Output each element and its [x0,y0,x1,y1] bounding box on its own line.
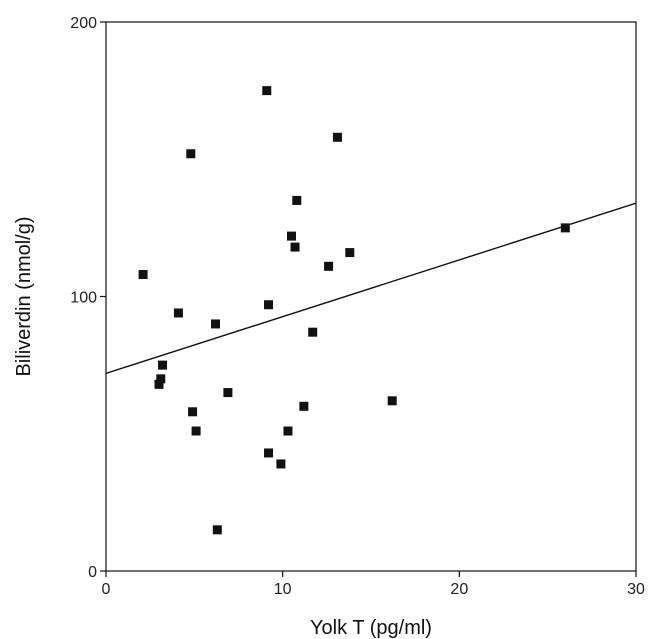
data-point [283,426,293,436]
data-point [264,448,274,458]
data-point [299,401,309,411]
data-point [264,300,274,310]
data-point [188,407,198,417]
data-point [186,149,196,159]
data-point [158,360,168,370]
data-point [223,388,233,398]
data-point [345,248,355,258]
y-tick-label: 0 [88,564,97,581]
data-point [191,426,201,436]
data-point [156,374,166,384]
data-point [173,308,183,318]
tick-labels: 0 10 20 30 0 100 200 [70,15,645,598]
data-point [290,242,300,252]
x-tick-label: 20 [450,581,468,598]
x-tick-label: 0 [102,581,111,598]
data-point [212,525,222,535]
data-point [211,319,221,329]
y-axis-title: Biliverdin (nmol/g) [13,216,35,376]
data-point [560,223,570,233]
trend-line [105,202,637,375]
data-point [262,86,272,96]
data-point [138,270,148,280]
data-point [292,195,302,205]
data-point [324,261,334,271]
data-point [308,327,318,337]
x-tick-label: 10 [274,581,292,598]
plot-frame [105,21,637,572]
x-axis-title: Yolk T (pg/ml) [310,617,432,639]
data-point [276,459,286,469]
data-point [332,132,342,142]
data-point [154,379,164,389]
data-point [287,231,296,241]
x-tick-label: 30 [627,581,645,598]
data-point [387,396,397,406]
y-tick-label: 200 [70,15,97,32]
plot-area [100,21,637,577]
y-tick-label: 100 [70,290,97,307]
